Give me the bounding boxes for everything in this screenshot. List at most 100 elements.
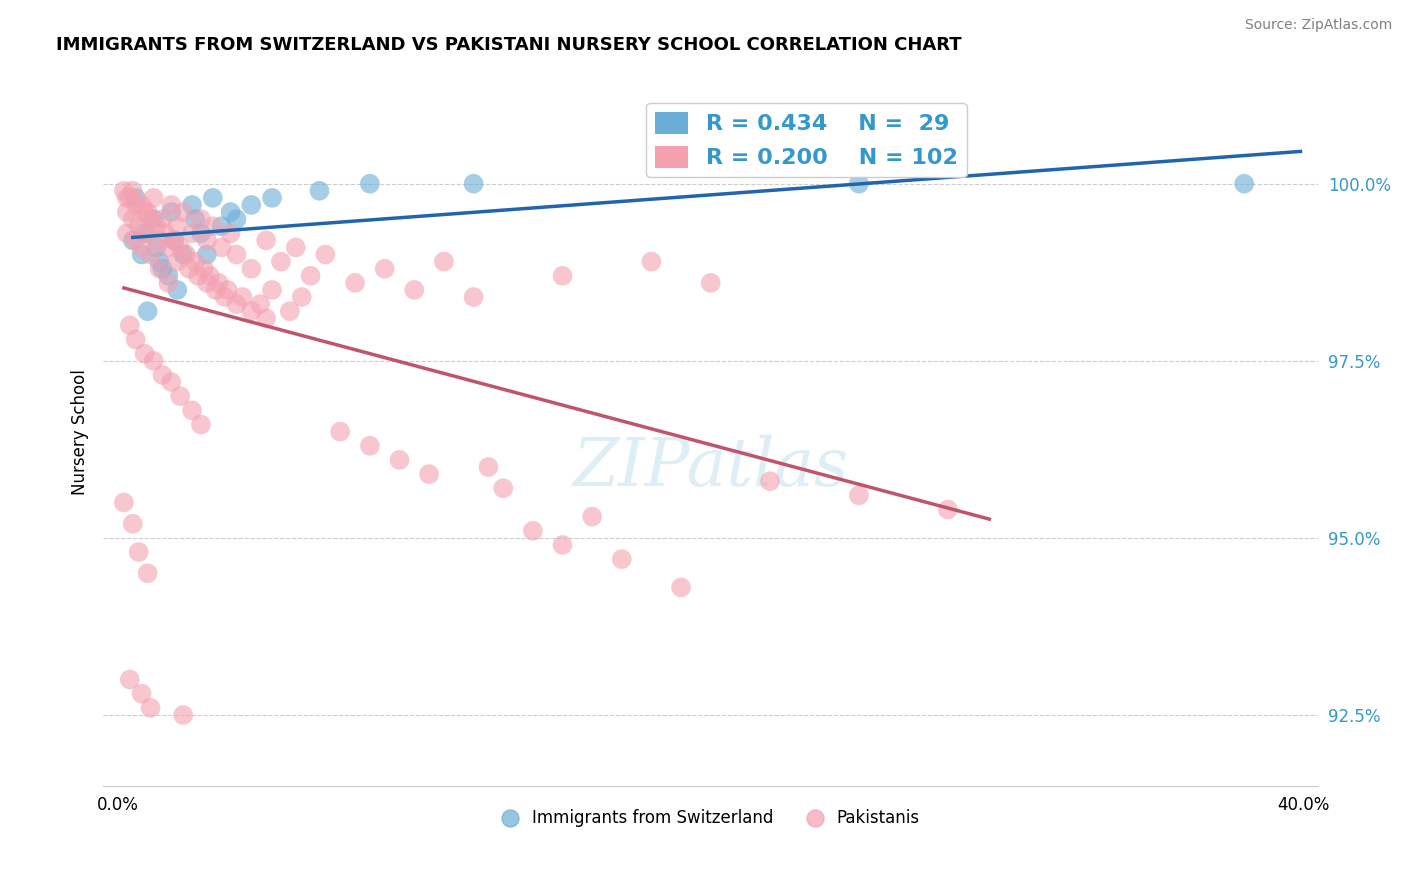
Point xyxy=(145,240,167,254)
Point xyxy=(148,254,170,268)
Point xyxy=(219,227,242,241)
Point xyxy=(112,184,135,198)
Point xyxy=(134,205,156,219)
Point xyxy=(522,524,544,538)
Point xyxy=(125,233,148,247)
Point xyxy=(217,283,239,297)
Point xyxy=(208,276,231,290)
Point xyxy=(463,290,485,304)
Point xyxy=(128,545,150,559)
Point xyxy=(184,212,207,227)
Point xyxy=(166,254,188,268)
Point xyxy=(404,283,426,297)
Point xyxy=(136,566,159,581)
Point xyxy=(187,268,209,283)
Point xyxy=(936,502,959,516)
Point xyxy=(157,276,180,290)
Point xyxy=(190,227,212,241)
Point xyxy=(118,318,141,333)
Point xyxy=(163,233,186,247)
Point xyxy=(136,304,159,318)
Point xyxy=(254,233,277,247)
Point xyxy=(204,283,226,297)
Text: IMMIGRANTS FROM SWITZERLAND VS PAKISTANI NURSERY SCHOOL CORRELATION CHART: IMMIGRANTS FROM SWITZERLAND VS PAKISTANI… xyxy=(56,36,962,54)
Point xyxy=(477,460,499,475)
Point xyxy=(115,205,138,219)
Point xyxy=(193,261,215,276)
Point xyxy=(254,311,277,326)
Point xyxy=(249,297,271,311)
Point xyxy=(848,488,870,502)
Point xyxy=(1233,177,1256,191)
Point xyxy=(184,254,207,268)
Point xyxy=(118,673,141,687)
Point xyxy=(181,198,204,212)
Point xyxy=(125,333,148,347)
Point xyxy=(201,191,224,205)
Point xyxy=(166,283,188,297)
Point xyxy=(155,227,177,241)
Point xyxy=(131,240,153,254)
Legend: Immigrants from Switzerland, Pakistanis: Immigrants from Switzerland, Pakistanis xyxy=(495,803,927,834)
Point xyxy=(125,191,148,205)
Point xyxy=(157,240,180,254)
Point xyxy=(195,276,218,290)
Point xyxy=(112,495,135,509)
Point xyxy=(581,509,603,524)
Point xyxy=(190,417,212,432)
Point xyxy=(195,247,218,261)
Point xyxy=(190,212,212,227)
Point xyxy=(160,375,183,389)
Point xyxy=(131,687,153,701)
Point xyxy=(240,261,263,276)
Point xyxy=(610,552,633,566)
Point xyxy=(152,261,174,276)
Point xyxy=(134,227,156,241)
Point xyxy=(214,290,236,304)
Point xyxy=(344,276,367,290)
Point xyxy=(125,198,148,212)
Point xyxy=(308,184,330,198)
Point xyxy=(198,268,221,283)
Point xyxy=(115,227,138,241)
Point xyxy=(211,240,233,254)
Point xyxy=(139,701,162,715)
Point xyxy=(225,297,247,311)
Point xyxy=(172,247,194,261)
Point xyxy=(142,191,165,205)
Point xyxy=(211,219,233,234)
Point xyxy=(148,233,170,247)
Point xyxy=(314,247,336,261)
Point xyxy=(551,268,574,283)
Point xyxy=(136,227,159,241)
Point xyxy=(359,439,381,453)
Point xyxy=(121,516,143,531)
Point xyxy=(270,254,292,268)
Point xyxy=(388,453,411,467)
Point xyxy=(759,474,782,488)
Point xyxy=(160,198,183,212)
Point xyxy=(299,268,322,283)
Point xyxy=(118,191,141,205)
Point xyxy=(136,205,159,219)
Point xyxy=(148,261,170,276)
Point xyxy=(142,212,165,227)
Point xyxy=(278,304,301,318)
Point xyxy=(174,247,197,261)
Point xyxy=(172,205,194,219)
Point xyxy=(169,240,191,254)
Point xyxy=(329,425,352,439)
Point xyxy=(492,481,515,495)
Point xyxy=(145,219,167,234)
Point xyxy=(374,261,396,276)
Point xyxy=(231,290,253,304)
Point xyxy=(463,177,485,191)
Point xyxy=(166,219,188,234)
Point xyxy=(177,261,200,276)
Point xyxy=(225,247,247,261)
Point xyxy=(157,268,180,283)
Point xyxy=(195,233,218,247)
Point xyxy=(152,368,174,382)
Point xyxy=(262,283,284,297)
Point xyxy=(291,290,314,304)
